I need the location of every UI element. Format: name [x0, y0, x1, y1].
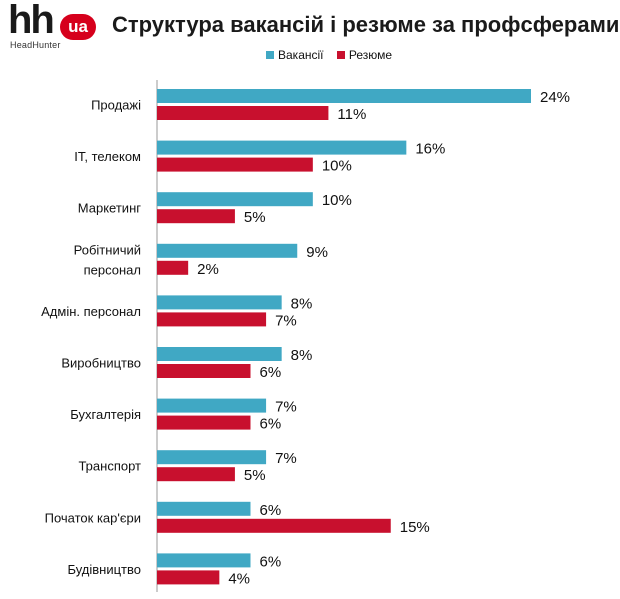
legend-item-resumes: Резюме — [336, 48, 393, 62]
category-label-0: Продажі — [91, 98, 141, 113]
value-label-resumes-9: 4% — [228, 570, 250, 587]
value-label-vacancies-1: 16% — [415, 141, 445, 158]
value-label-vacancies-2: 10% — [322, 192, 352, 209]
category-label-2: Маркетинг — [78, 201, 141, 216]
bar-vacancies-8 — [157, 501, 251, 516]
category-label-1: IT, телеком — [74, 149, 141, 164]
value-label-resumes-3: 2% — [197, 261, 219, 278]
value-label-resumes-7: 5% — [244, 467, 266, 484]
bar-resumes-8 — [157, 518, 391, 533]
bar-vacancies-5 — [157, 347, 282, 361]
legend-label-resumes: Резюме — [348, 48, 393, 62]
bar-resumes-6 — [157, 415, 251, 430]
category-label-5: Виробництво — [61, 356, 141, 371]
bar-resumes-2 — [157, 209, 235, 224]
bar-vacancies-3 — [157, 243, 298, 258]
logo-ua-badge: ua — [60, 14, 96, 40]
chart-legend: Вакансії Резюме — [266, 48, 402, 62]
value-label-resumes-6: 6% — [260, 416, 282, 433]
value-label-vacancies-0: 24% — [540, 89, 570, 106]
value-label-vacancies-3: 9% — [306, 244, 328, 261]
category-label-8: Початок кар'єри — [45, 510, 141, 525]
bar-resumes-1 — [157, 157, 313, 172]
legend-swatch-vacancies — [266, 51, 274, 59]
legend-label-vacancies: Вакансії — [278, 48, 324, 62]
category-label-4: Адмін. персонал — [41, 304, 141, 319]
bar-resumes-7 — [157, 467, 235, 482]
bar-resumes-3 — [157, 260, 189, 275]
bar-resumes-4 — [157, 312, 267, 327]
value-label-vacancies-4: 8% — [291, 295, 313, 312]
bar-vacancies-0 — [157, 89, 531, 103]
category-label-9: Будівництво — [67, 562, 141, 577]
bar-vacancies-2 — [157, 192, 313, 207]
value-label-resumes-4: 7% — [275, 312, 297, 329]
value-label-vacancies-6: 7% — [275, 399, 297, 416]
chart-title: Структура вакансій і резюме за профсфера… — [112, 12, 620, 37]
bar-vacancies-7 — [157, 450, 267, 465]
category-label-6: Бухгалтерія — [70, 407, 141, 422]
value-label-resumes-8: 15% — [400, 519, 430, 536]
bar-resumes-9 — [157, 570, 220, 585]
bar-resumes-0 — [157, 106, 329, 120]
value-label-resumes-0: 11% — [337, 106, 366, 123]
bar-vacancies-4 — [157, 295, 282, 310]
value-label-vacancies-5: 8% — [291, 347, 313, 364]
value-label-vacancies-9: 6% — [260, 553, 282, 570]
value-label-resumes-2: 5% — [244, 209, 266, 226]
legend-swatch-resumes — [336, 51, 345, 59]
category-label-7: Транспорт — [78, 459, 141, 474]
bar-vacancies-1 — [157, 140, 407, 155]
value-label-resumes-1: 10% — [322, 158, 352, 175]
bar-vacancies-6 — [157, 398, 267, 413]
category-label-3-line-1: персонал — [84, 262, 141, 277]
headhunter-logo: hh ua HeadHunter — [8, 0, 96, 52]
category-label-3-line-0: Робітничий — [74, 242, 141, 257]
logo-mark: hh — [8, 0, 55, 42]
value-label-resumes-5: 6% — [260, 364, 282, 381]
bar-resumes-5 — [157, 364, 251, 378]
value-label-vacancies-8: 6% — [260, 502, 282, 519]
logo-subtitle: HeadHunter — [10, 40, 61, 50]
value-label-vacancies-7: 7% — [275, 450, 297, 467]
bar-vacancies-9 — [157, 553, 251, 568]
legend-item-vacancies: Вакансії — [266, 48, 324, 62]
